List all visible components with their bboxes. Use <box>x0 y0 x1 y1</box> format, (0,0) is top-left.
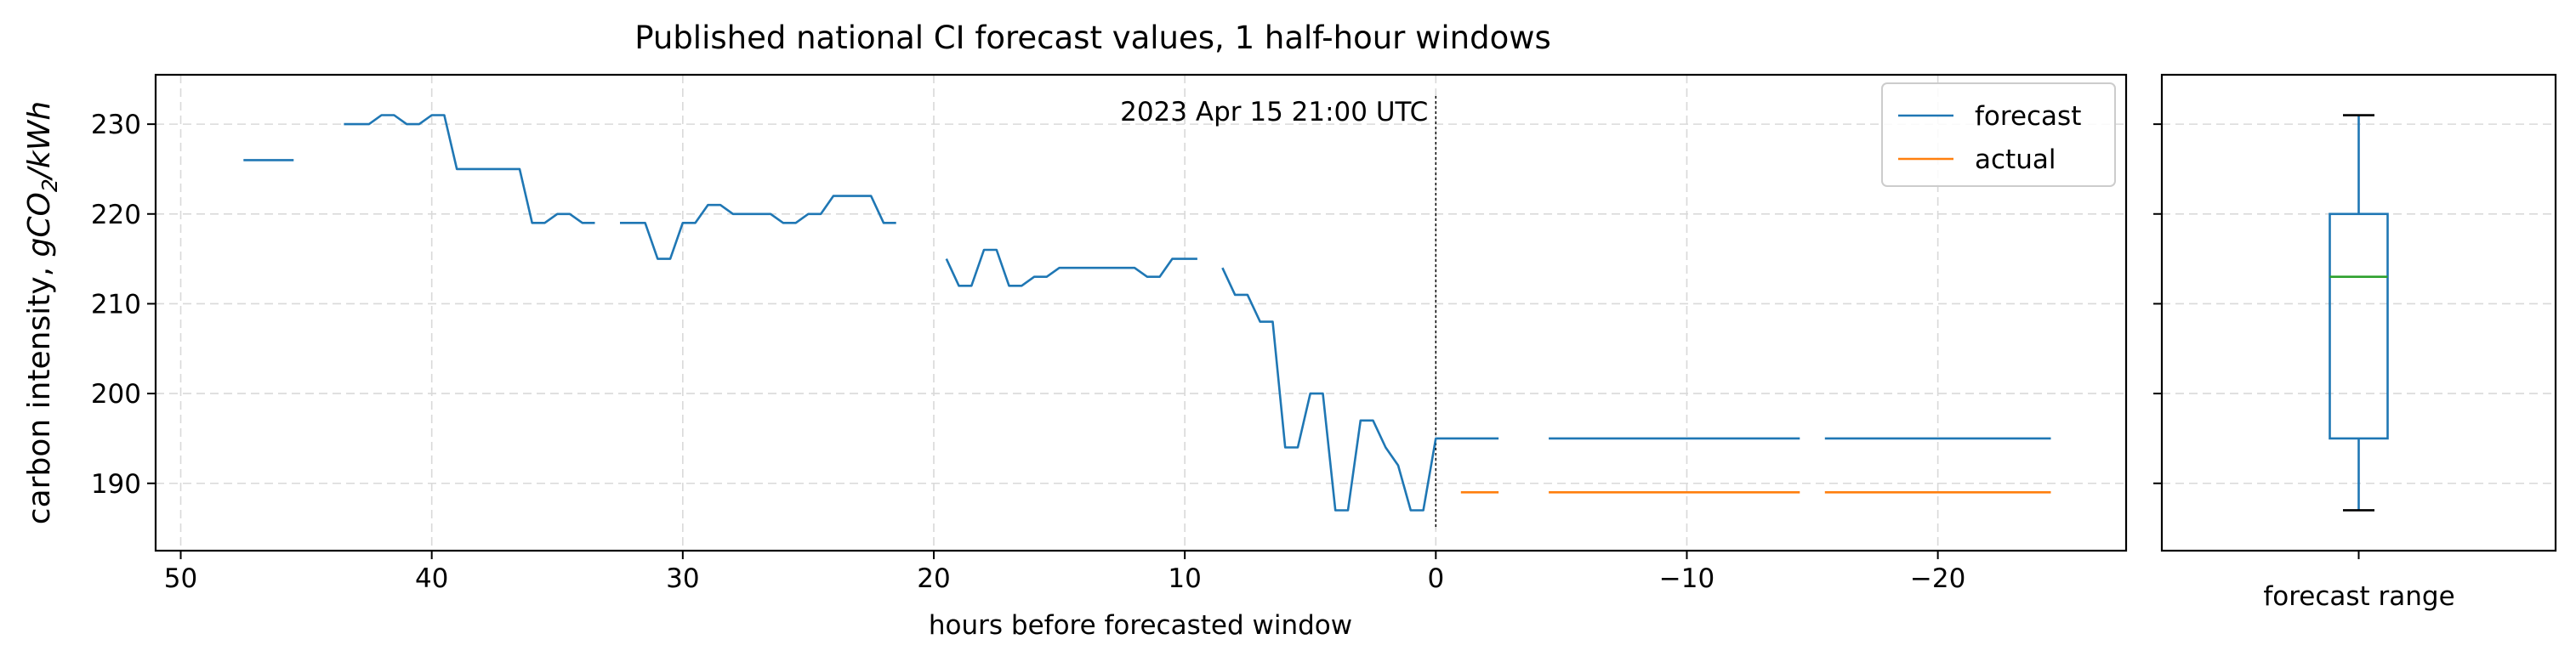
box-iqr <box>2329 212 2389 440</box>
x-tick-label: 30 <box>666 563 699 594</box>
legend-label-actual: actual <box>1975 144 2056 175</box>
legend-box <box>1881 82 2116 187</box>
legend: forecast actual <box>1881 82 2116 187</box>
x-tick-label: 50 <box>164 563 197 594</box>
box-y-axis <box>2153 123 2162 484</box>
y-tick-label: 230 <box>91 110 141 140</box>
x-tick-label: 40 <box>415 563 448 594</box>
series-forecast-segment <box>1221 267 1499 512</box>
series-forecast-segment <box>344 114 595 224</box>
y-tick-label: 190 <box>91 469 141 500</box>
x-tick-label: 10 <box>1168 563 1201 594</box>
y-axis: 190 200 210 220 230 <box>91 110 156 500</box>
main-grid <box>156 75 2126 551</box>
chart-title: Published national CI forecast values, 1… <box>634 20 1551 56</box>
x-tick-label: 20 <box>917 563 950 594</box>
y-axis-label-subscript: 2 <box>37 178 62 192</box>
x-tick-label: 0 <box>1427 563 1444 594</box>
x-tick-label: −10 <box>1659 563 1714 594</box>
y-axis-label-unit-tail: /kWh <box>22 101 57 181</box>
y-axis-label-text: carbon intensity, <box>22 257 57 524</box>
y-tick-label: 200 <box>91 379 141 410</box>
series-forecast-segment <box>620 195 896 260</box>
legend-label-forecast: forecast <box>1975 101 2081 132</box>
series-forecast <box>243 114 2051 512</box>
y-tick-label: 220 <box>91 200 141 230</box>
main-plot-frame <box>154 73 2128 552</box>
x-axis-label: hours before forecasted window <box>929 610 1352 641</box>
boxplot <box>2329 114 2389 559</box>
y-axis-label-unit: gCO <box>22 192 57 257</box>
y-axis-label: carbon intensity, gCO2/kWh <box>22 101 62 524</box>
x-axis: 50 40 30 20 10 0 −10 −20 <box>164 551 1965 594</box>
box-x-label: forecast range <box>2263 581 2454 612</box>
box-plot-frame <box>2160 73 2557 552</box>
series-forecast-segment <box>945 248 1197 287</box>
y-tick-label: 210 <box>91 289 141 320</box>
x-tick-label: −20 <box>1910 563 1965 594</box>
annotation-text: 2023 Apr 15 21:00 UTC <box>1120 97 1428 127</box>
